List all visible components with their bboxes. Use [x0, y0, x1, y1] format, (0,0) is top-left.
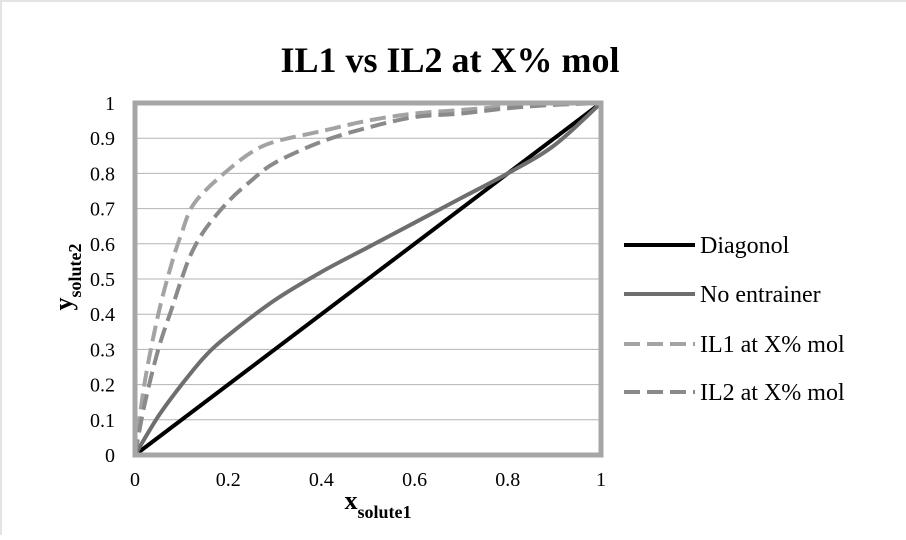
series-line-2 [133, 101, 602, 456]
x-tick-label-0: 0 [130, 469, 140, 491]
y-tick-label-6: 0.6 [90, 234, 115, 256]
x-axis-label-main: x [345, 486, 358, 515]
y-axis-ticks: 0 0.1 0.2 0.3 0.4 0.5 0.6 0.7 0.8 0.9 1 [90, 93, 115, 467]
legend-label-0: Diagonol [700, 233, 790, 259]
x-tick-label-1: 0.2 [216, 469, 241, 491]
x-axis-ticks: 0 0.2 0.4 0.6 0.8 1 [130, 469, 606, 491]
legend-label-1: No entrainer [700, 282, 821, 308]
x-tick-label-5: 1 [596, 469, 606, 491]
y-tick-label-3: 0.3 [90, 339, 115, 361]
chart-title: IL1 vs IL2 at X% mol [280, 40, 619, 80]
y-axis-label-main: y [49, 298, 78, 311]
x-tick-label-2: 0.4 [309, 469, 334, 491]
y-tick-label-10: 1 [105, 93, 115, 115]
y-tick-label-4: 0.4 [90, 304, 115, 326]
x-axis-label-sub: solute1 [358, 502, 412, 522]
y-tick-label-9: 0.9 [90, 128, 115, 150]
series-layer [133, 101, 603, 457]
y-tick-label-8: 0.8 [90, 163, 115, 185]
y-tick-label-5: 0.5 [90, 269, 115, 291]
plot-area-border [132, 100, 604, 458]
x-tick-label-4: 0.8 [495, 469, 520, 491]
y-tick-label-7: 0.7 [90, 199, 115, 221]
legend-label-3: IL2 at X% mol [700, 380, 845, 406]
y-tick-label-0: 0 [105, 445, 115, 467]
x-tick-label-3: 0.6 [402, 469, 427, 491]
y-tick-label-1: 0.1 [90, 410, 115, 432]
series-line-3 [133, 101, 602, 456]
y-axis-label-sub: solute2 [65, 244, 85, 298]
x-axis-label: xsolute1 [345, 486, 412, 522]
legend-label-2: IL1 at X% mol [700, 332, 845, 358]
legend: Diagonol No entrainer IL1 at X% mol IL2 at … [624, 233, 845, 406]
series-line-1 [133, 101, 603, 457]
series-line-0 [133, 101, 603, 457]
y-axis-label: ysolute2 [49, 244, 85, 311]
y-tick-label-2: 0.2 [90, 375, 115, 397]
